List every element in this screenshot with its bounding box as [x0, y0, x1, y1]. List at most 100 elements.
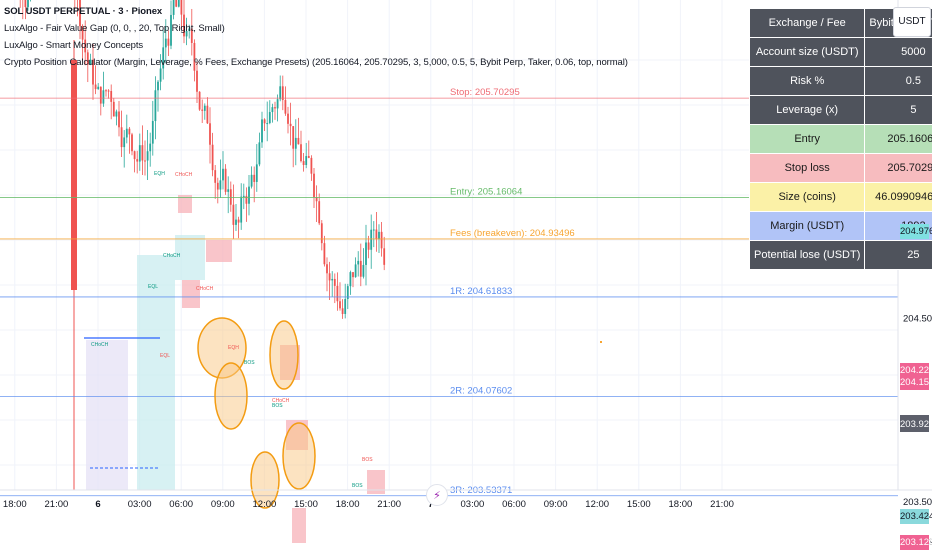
- candle-body: [378, 231, 380, 240]
- time-tick: 18:00: [336, 499, 360, 510]
- candle-body: [305, 156, 308, 165]
- candle-body: [284, 100, 287, 114]
- candle-body: [370, 229, 373, 250]
- position-row-label: Stop loss: [748, 153, 866, 183]
- time-tick: 09:00: [544, 499, 568, 510]
- candle-body: [92, 59, 94, 85]
- time-tick: 03:00: [128, 499, 152, 510]
- candle-body: [255, 164, 258, 182]
- time-tick: 15:00: [294, 499, 318, 510]
- candle-body: [375, 229, 378, 240]
- fvg-box: [178, 195, 192, 213]
- candle-body: [185, 30, 188, 37]
- candle-body: [102, 90, 105, 104]
- candle-body: [154, 90, 157, 122]
- level-label: Stop: 205.70295: [450, 87, 520, 98]
- candles: [19, 0, 386, 490]
- candle-body: [219, 180, 222, 190]
- smc-label: EQL: [148, 284, 158, 290]
- candle-body: [266, 123, 269, 125]
- candle-body: [196, 70, 198, 92]
- fvg-box: [206, 240, 232, 262]
- indicator-fvg[interactable]: LuxAlgo - Fair Value Gap (0, 0, , 20, To…: [4, 23, 225, 34]
- position-row-value: 25: [864, 240, 932, 270]
- candle-body: [245, 195, 248, 204]
- time-tick: 12:00: [253, 499, 277, 510]
- smc-label: CHoCH: [175, 172, 193, 178]
- candle-body: [352, 272, 354, 278]
- candle-body: [227, 189, 230, 192]
- candle-body: [172, 0, 175, 15]
- candle-body: [310, 157, 313, 174]
- candle-body: [151, 121, 154, 144]
- currency-button[interactable]: USDT: [893, 7, 931, 37]
- price-tag: 203.925: [900, 417, 932, 433]
- candle-body: [294, 137, 297, 149]
- position-row-label: Size (coins): [748, 182, 866, 212]
- position-row: Risk % 0.5: [748, 66, 932, 96]
- candle-body: [216, 182, 219, 190]
- candle-body: [292, 126, 295, 149]
- candle-body: [144, 160, 146, 162]
- position-row-value: 46.0990946138: [864, 182, 932, 212]
- candle-body: [307, 156, 310, 158]
- symbol-title[interactable]: SOL USDT PERPETUAL · 3 · Pionex: [4, 6, 163, 17]
- candle-body: [110, 90, 113, 102]
- candle-body: [248, 186, 250, 204]
- candle-body: [138, 145, 141, 162]
- level-label: Entry: 205.16064: [450, 187, 522, 198]
- time-tick: 06:00: [169, 499, 193, 510]
- candle-body: [229, 189, 232, 205]
- indicator-position-calculator[interactable]: Crypto Position Calculator (Margin, Leve…: [4, 57, 628, 68]
- candle-body: [326, 264, 328, 274]
- candle-body: [123, 137, 126, 148]
- smc-label: BOS: [362, 457, 373, 463]
- highlight-circle: [282, 422, 316, 490]
- smc-label: EQL: [160, 353, 170, 359]
- smc-label: CHoCH: [272, 398, 290, 404]
- candle-body: [180, 0, 183, 15]
- level-label: Fees (breakeven): 204.93496: [450, 228, 575, 239]
- candle-body: [336, 285, 339, 302]
- candle-body: [86, 52, 89, 65]
- marker-dot: [600, 341, 602, 343]
- level-label: 2R: 204.07602: [450, 385, 512, 396]
- candle-body: [313, 173, 315, 198]
- candle-body: [250, 174, 253, 187]
- time-tick: 12:00: [585, 499, 609, 510]
- candle-body: [136, 159, 139, 162]
- candle-body: [258, 142, 261, 165]
- price-tick: 203.500: [903, 497, 932, 508]
- candle-body: [198, 91, 201, 110]
- candle-body: [201, 109, 204, 111]
- candle-body: [149, 143, 152, 152]
- candle-body: [302, 161, 305, 165]
- candle-body: [167, 38, 170, 46]
- candle-body: [118, 111, 120, 128]
- candle-body: [170, 14, 172, 46]
- candle-body: [261, 119, 263, 143]
- candle-body: [235, 219, 237, 225]
- position-row: Size (coins)46.0990946138: [748, 182, 932, 212]
- candle-body: [27, 0, 29, 8]
- indicator-smc[interactable]: LuxAlgo - Smart Money Concepts: [4, 40, 144, 51]
- candle-body: [157, 81, 159, 91]
- candle-body: [164, 38, 167, 48]
- smc-label: CHoCH: [91, 342, 109, 348]
- candle-body: [253, 174, 256, 182]
- lightning-icon[interactable]: ⚡: [426, 484, 448, 506]
- candle-body: [125, 128, 128, 138]
- position-levels: Stop: 205.70295 Entry: 205.16064 Fees (bre…: [0, 87, 898, 497]
- time-tick: 21:00: [45, 499, 69, 510]
- candle-body: [372, 229, 375, 231]
- position-row-value: 0.5: [864, 66, 932, 96]
- candle-body: [349, 272, 352, 287]
- candle-body: [287, 113, 289, 124]
- candle-body: [300, 144, 302, 162]
- position-row-value: 205.70295: [864, 153, 932, 183]
- candle-body: [99, 86, 102, 104]
- candle-body: [341, 308, 344, 314]
